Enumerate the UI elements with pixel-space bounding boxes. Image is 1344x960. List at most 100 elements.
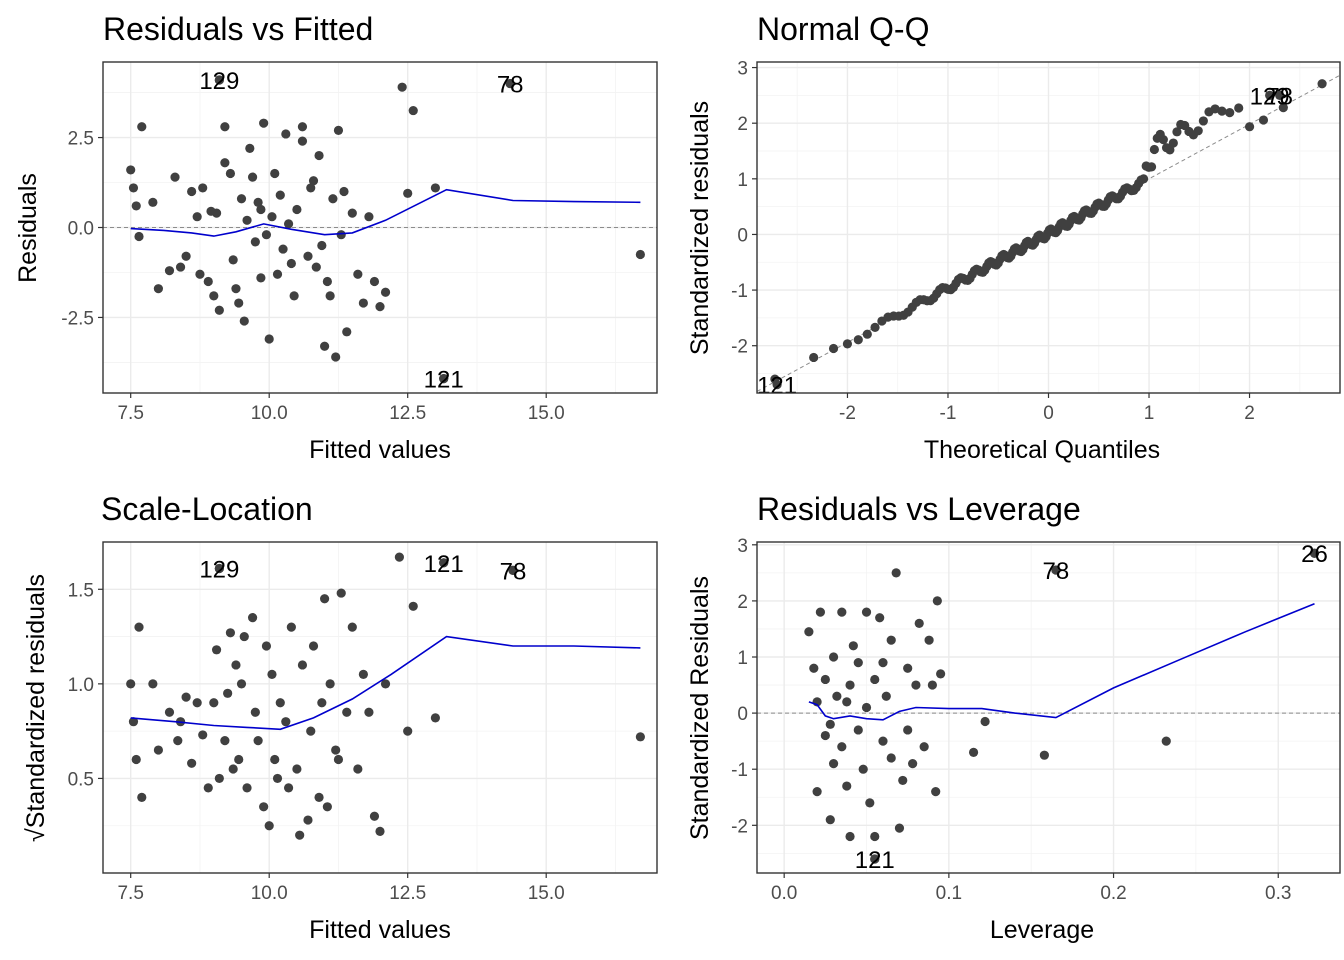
labeled-data-point [1265, 90, 1275, 100]
data-point [303, 251, 313, 261]
data-point [828, 343, 839, 354]
data-points [770, 79, 1327, 384]
data-point [861, 607, 872, 617]
data-point [403, 726, 413, 736]
data-point [253, 736, 263, 746]
x-tick-label: 12.5 [389, 883, 426, 904]
data-point [234, 298, 244, 308]
labeled-data-point [439, 558, 449, 568]
data-point [1278, 103, 1288, 113]
data-point [842, 339, 853, 349]
data-point [225, 168, 236, 179]
data-point [369, 276, 380, 287]
data-point [845, 831, 855, 842]
data-point [375, 826, 385, 836]
data-point [861, 702, 872, 713]
data-point [195, 269, 205, 279]
point-label: 78 [497, 72, 524, 99]
data-point [936, 669, 946, 679]
data-point [322, 276, 332, 287]
data-point [845, 680, 855, 690]
data-point [261, 230, 272, 240]
data-point [331, 745, 341, 755]
data-point [259, 118, 269, 128]
data-point [317, 240, 327, 251]
data-point [278, 244, 288, 254]
data-point [267, 669, 277, 680]
data-point [369, 811, 380, 821]
x-axis-label: Fitted values [309, 916, 451, 944]
data-point [430, 183, 440, 193]
data-point [137, 792, 147, 802]
data-point [408, 105, 418, 116]
data-point [1149, 144, 1159, 155]
x-axis-label: Theoretical Quantiles [924, 436, 1160, 464]
data-point [164, 707, 175, 717]
data-point [234, 754, 244, 765]
data-point [253, 197, 263, 207]
data-point [231, 284, 241, 294]
smooth-line [808, 602, 1315, 721]
data-point [286, 258, 296, 269]
x-tick-label: 2 [1244, 403, 1255, 424]
labeled-data-point [772, 380, 782, 390]
data-point [231, 660, 241, 670]
labeled-data-point [1309, 548, 1320, 558]
labeled-data-point [870, 854, 880, 864]
data-point [306, 183, 316, 193]
y-tick-label: 3 [737, 59, 748, 80]
y-tick-label: 1 [737, 170, 748, 191]
data-point [894, 823, 905, 833]
y-tick-label: -2.5 [61, 308, 94, 329]
data-point [336, 230, 346, 240]
data-point [878, 736, 888, 746]
data-point [809, 663, 819, 673]
data-point [1165, 145, 1175, 155]
data-point [270, 168, 280, 179]
data-point [364, 212, 374, 222]
data-point [181, 251, 191, 261]
panel-border [756, 541, 1341, 874]
data-point [1217, 106, 1227, 116]
y-tick-label: 3 [737, 536, 748, 557]
data-point [211, 645, 222, 655]
data-point [148, 197, 158, 207]
y-tick-label: 1.5 [68, 580, 94, 601]
data-point [380, 287, 391, 297]
data-point [347, 208, 357, 218]
data-point [306, 726, 316, 736]
data-point [297, 136, 308, 146]
data-point [812, 787, 822, 797]
data-point [635, 732, 645, 742]
data-point [297, 660, 308, 670]
data-point [131, 201, 141, 211]
data-point [203, 783, 213, 793]
y-axis-label: Standardized Residuals [686, 576, 714, 840]
data-point [932, 596, 942, 606]
data-point [187, 186, 197, 197]
data-point [809, 352, 819, 363]
point-label: 121 [855, 847, 895, 874]
data-point [848, 641, 858, 651]
data-point [303, 815, 313, 825]
data-point [1193, 126, 1203, 136]
data-point [214, 773, 224, 784]
y-tick-label: 0 [737, 225, 748, 246]
data-point [842, 697, 852, 707]
data-point [853, 658, 863, 668]
point-label: 121 [424, 551, 464, 578]
data-point [295, 830, 305, 840]
data-point [353, 269, 363, 279]
y-tick-label: 2 [737, 592, 748, 613]
panel-border [102, 541, 658, 874]
data-point [865, 798, 875, 808]
smooth-line [130, 188, 641, 237]
data-point [308, 176, 319, 186]
labeled-data-point [1051, 565, 1061, 575]
data-point [292, 764, 302, 774]
data-point [289, 291, 299, 301]
data-point [1039, 750, 1049, 760]
data-point [275, 698, 285, 708]
data-point [173, 736, 183, 746]
data-point [228, 764, 238, 774]
